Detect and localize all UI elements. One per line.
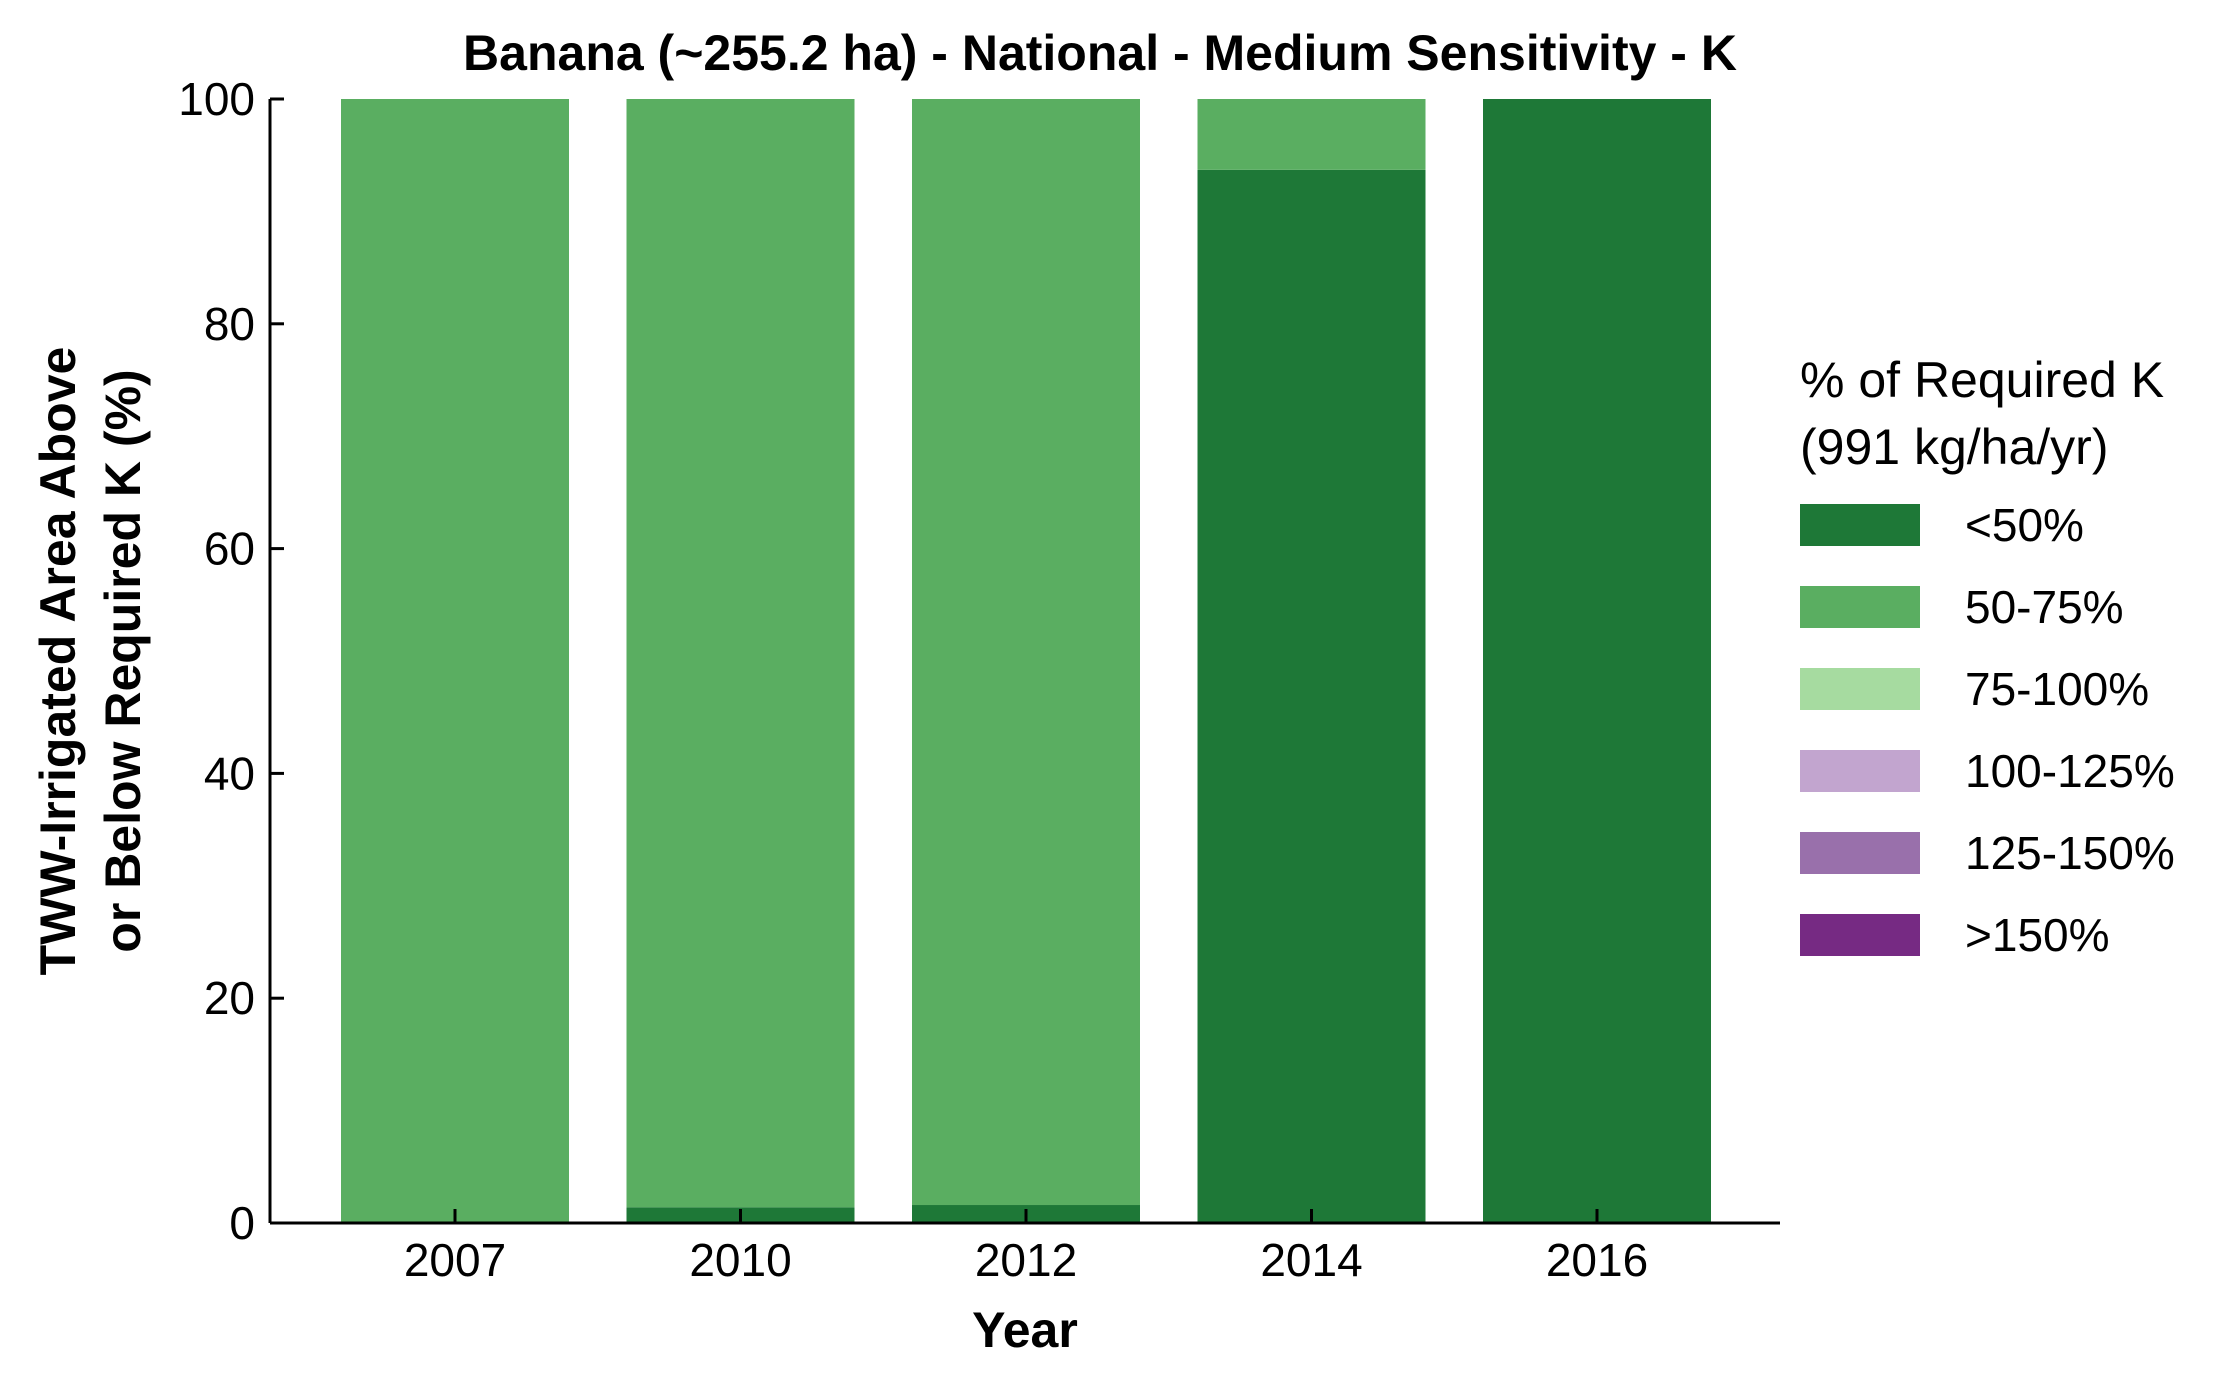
y-tick-label: 100 (178, 73, 255, 125)
bar-2007-series-2 (341, 99, 569, 1223)
bar-2016-series-1 (1483, 99, 1711, 1223)
legend-title-line-1: % of Required K (1800, 352, 2164, 408)
y-tick-label: 0 (229, 1197, 255, 1249)
legend-label: 125-150% (1965, 827, 2175, 879)
x-ticks: 2007 2010 2012 2014 2016 (404, 1209, 1648, 1286)
x-tick-label: 2012 (975, 1234, 1077, 1286)
x-axis-label: Year (972, 1302, 1078, 1358)
chart-title: Banana (~255.2 ha) - National - Medium S… (463, 25, 1737, 81)
bar-2012-series-2 (912, 99, 1140, 1206)
y-axis-label: TWW-Irrigated Area Above or Below Requir… (30, 347, 151, 976)
legend-label: <50% (1965, 499, 2084, 551)
y-axis-label-line-1: TWW-Irrigated Area Above (30, 347, 86, 976)
plot-area (341, 99, 1711, 1223)
legend-swatch (1800, 914, 1920, 956)
legend-title-line-2: (991 kg/ha/yr) (1800, 419, 2108, 475)
legend-label: 50-75% (1965, 581, 2124, 633)
y-axis-label-line-2: or Below Required K (%) (95, 369, 151, 952)
bar-2010-series-2 (626, 99, 855, 1208)
legend-label: >150% (1965, 909, 2110, 961)
legend-swatch (1800, 586, 1920, 628)
legend-swatch (1800, 832, 1920, 874)
legend-label: 75-100% (1965, 663, 2149, 715)
x-tick-label: 2010 (689, 1234, 791, 1286)
y-tick-label: 20 (204, 972, 255, 1024)
y-tick-label: 40 (204, 747, 255, 799)
legend-swatch (1800, 750, 1920, 792)
bar-2014-series-2 (1197, 99, 1426, 170)
x-tick-label: 2016 (1546, 1234, 1648, 1286)
legend-swatch (1800, 504, 1920, 546)
legend-label: 100-125% (1965, 745, 2175, 797)
y-tick-label: 80 (204, 298, 255, 350)
legend-swatch (1800, 668, 1920, 710)
bar-2014-series-1 (1197, 169, 1426, 1223)
x-tick-label: 2007 (404, 1234, 506, 1286)
legend: % of Required K (991 kg/ha/yr) <50% 50-75… (1800, 352, 2175, 961)
x-tick-label: 2014 (1260, 1234, 1362, 1286)
legend-items: <50% 50-75% 75-100% 100-125% 125-150% >150% (1800, 499, 2175, 961)
y-tick-label: 60 (204, 523, 255, 575)
y-ticks: 0 20 40 60 80 100 (178, 73, 284, 1249)
